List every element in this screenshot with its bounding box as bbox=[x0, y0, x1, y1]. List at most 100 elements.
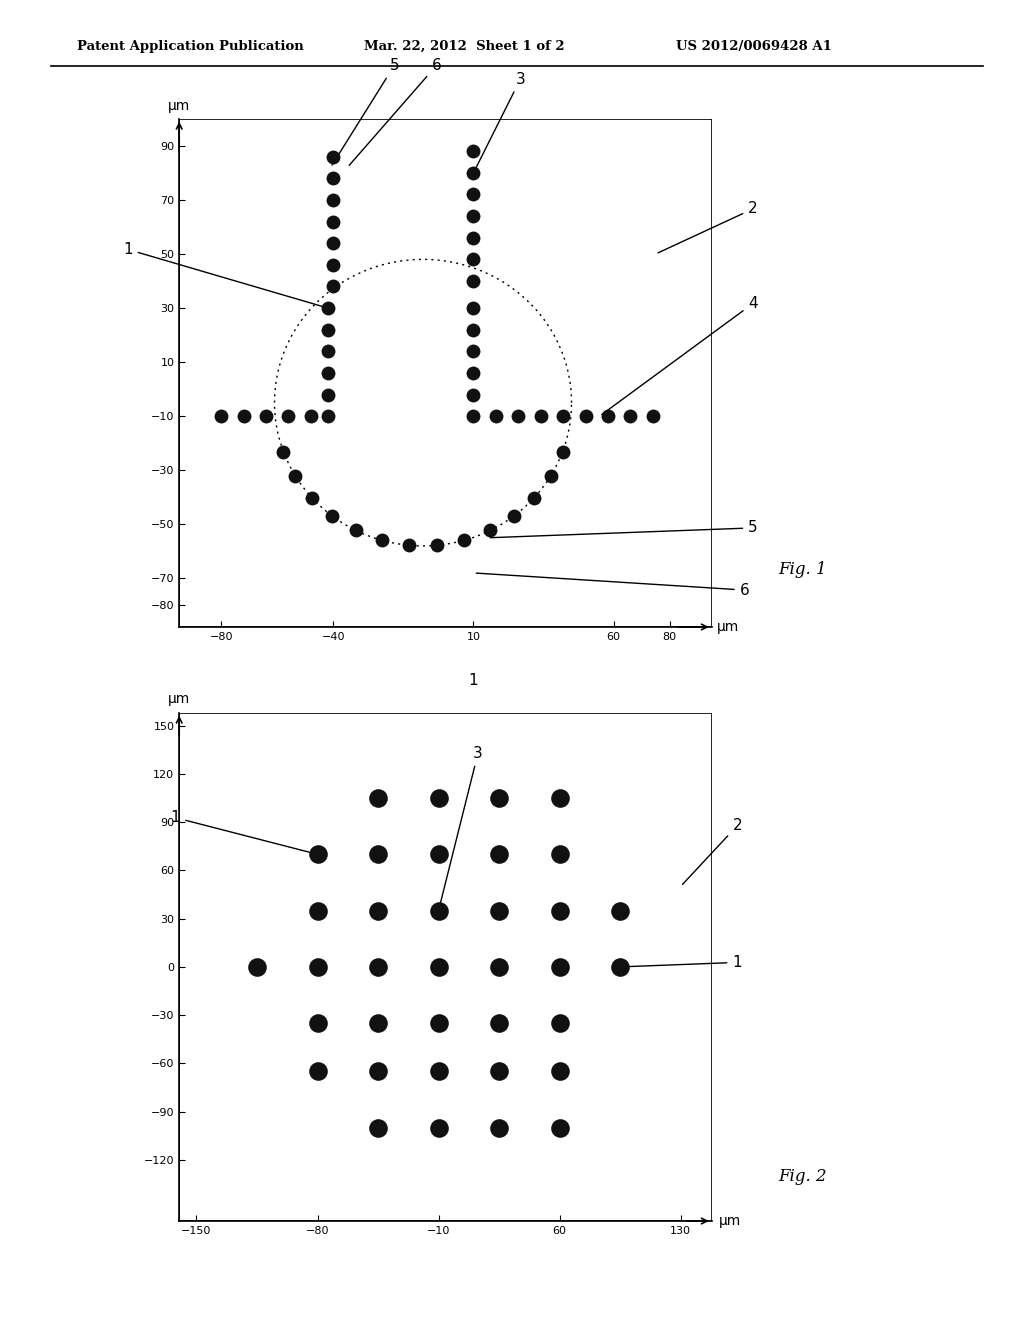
Point bbox=[374, 529, 390, 550]
Point bbox=[370, 900, 386, 921]
Point bbox=[551, 900, 567, 921]
Text: 4: 4 bbox=[602, 296, 758, 414]
Point bbox=[600, 405, 616, 426]
Point bbox=[309, 1012, 326, 1034]
Point bbox=[326, 232, 342, 253]
Point bbox=[304, 487, 321, 508]
Point bbox=[490, 788, 507, 809]
Point bbox=[309, 900, 326, 921]
Point bbox=[645, 405, 662, 426]
Point bbox=[465, 162, 481, 183]
Point bbox=[324, 506, 340, 527]
Point bbox=[532, 405, 549, 426]
Point bbox=[370, 1117, 386, 1138]
Point bbox=[551, 1117, 567, 1138]
Text: 3: 3 bbox=[439, 746, 483, 908]
Point bbox=[487, 405, 504, 426]
Point bbox=[482, 520, 499, 541]
Point bbox=[326, 255, 342, 276]
Text: 1: 1 bbox=[623, 954, 742, 970]
Point bbox=[465, 141, 481, 162]
Text: 6: 6 bbox=[349, 58, 441, 165]
Point bbox=[258, 405, 274, 426]
Point bbox=[465, 227, 481, 248]
Text: 2: 2 bbox=[682, 818, 742, 884]
Point bbox=[465, 362, 481, 383]
Point bbox=[430, 843, 446, 865]
Point bbox=[551, 956, 567, 977]
Point bbox=[465, 341, 481, 362]
Point bbox=[326, 168, 342, 189]
Point bbox=[551, 843, 567, 865]
Point bbox=[275, 441, 292, 462]
Point bbox=[236, 405, 252, 426]
Point bbox=[303, 405, 319, 426]
Point bbox=[551, 1012, 567, 1034]
Point bbox=[612, 956, 629, 977]
Point bbox=[347, 520, 364, 541]
Point bbox=[465, 206, 481, 227]
Point bbox=[430, 1061, 446, 1082]
Text: Mar. 22, 2012  Sheet 1 of 2: Mar. 22, 2012 Sheet 1 of 2 bbox=[364, 40, 564, 53]
Point bbox=[430, 788, 446, 809]
Point bbox=[309, 956, 326, 977]
Point bbox=[555, 405, 571, 426]
Point bbox=[430, 1117, 446, 1138]
Text: 1: 1 bbox=[171, 810, 314, 854]
Point bbox=[319, 405, 336, 426]
Text: 2: 2 bbox=[658, 202, 758, 253]
Point bbox=[465, 271, 481, 292]
Point bbox=[490, 1117, 507, 1138]
Point bbox=[456, 529, 472, 550]
Text: μm: μm bbox=[717, 620, 739, 634]
Point bbox=[287, 466, 303, 487]
Point bbox=[465, 405, 481, 426]
Point bbox=[326, 211, 342, 232]
Text: 5: 5 bbox=[490, 520, 758, 537]
Point bbox=[370, 788, 386, 809]
Point bbox=[465, 319, 481, 341]
Point bbox=[319, 362, 336, 383]
Point bbox=[370, 956, 386, 977]
Text: 3: 3 bbox=[475, 71, 525, 170]
Point bbox=[490, 956, 507, 977]
Point bbox=[370, 1061, 386, 1082]
Point bbox=[319, 341, 336, 362]
Point bbox=[370, 1012, 386, 1034]
Point bbox=[326, 147, 342, 168]
Text: Fig. 2: Fig. 2 bbox=[778, 1168, 826, 1185]
Point bbox=[309, 843, 326, 865]
Point bbox=[490, 843, 507, 865]
Point bbox=[430, 1012, 446, 1034]
Point bbox=[370, 843, 386, 865]
Point bbox=[249, 956, 265, 977]
Text: Fig. 1: Fig. 1 bbox=[778, 561, 826, 578]
Point bbox=[326, 276, 342, 297]
Point bbox=[400, 535, 417, 556]
Text: 5: 5 bbox=[332, 58, 399, 165]
Point bbox=[490, 1061, 507, 1082]
Point bbox=[490, 1012, 507, 1034]
Point bbox=[551, 1061, 567, 1082]
Point bbox=[506, 506, 522, 527]
Point bbox=[526, 487, 543, 508]
Point bbox=[554, 441, 570, 462]
Point bbox=[430, 956, 446, 977]
Point bbox=[465, 183, 481, 205]
Point bbox=[281, 405, 297, 426]
Point bbox=[309, 1061, 326, 1082]
Point bbox=[213, 405, 229, 426]
Point bbox=[319, 319, 336, 341]
Text: 1: 1 bbox=[469, 673, 478, 688]
Point bbox=[623, 405, 639, 426]
Point bbox=[326, 189, 342, 210]
Point bbox=[578, 405, 594, 426]
Text: μm: μm bbox=[168, 693, 190, 706]
Point bbox=[319, 384, 336, 405]
Point bbox=[430, 900, 446, 921]
Point bbox=[612, 900, 629, 921]
Text: US 2012/0069428 A1: US 2012/0069428 A1 bbox=[676, 40, 831, 53]
Text: μm: μm bbox=[719, 1214, 740, 1228]
Text: μm: μm bbox=[168, 99, 190, 114]
Point bbox=[543, 466, 559, 487]
